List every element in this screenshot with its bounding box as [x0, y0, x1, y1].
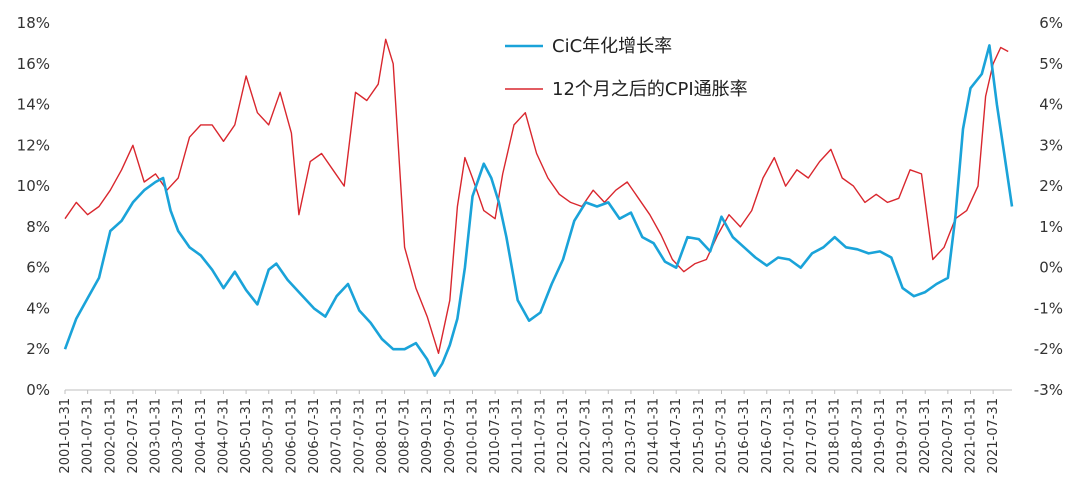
- x-tick-label: 2003-07-31: [171, 398, 186, 474]
- x-tick-label: 2002-07-31: [126, 398, 141, 474]
- x-tick-label: 2015-07-31: [714, 398, 729, 474]
- right-tick-label: 5%: [1039, 55, 1063, 73]
- x-axis-ticks: 2001-01-31 2001-07-31 2002-01-31 2002-07-31…: [58, 390, 1001, 474]
- legend-label-cpi: 12个月之后的CPI通胀率: [552, 79, 748, 100]
- x-tick-label: 2015-01-31: [692, 398, 707, 474]
- x-tick-label: 2017-01-31: [782, 398, 797, 474]
- x-tick-label: 2016-07-31: [760, 398, 775, 474]
- x-tick-label: 2011-01-31: [511, 398, 526, 474]
- right-tick-label: 6%: [1039, 14, 1063, 32]
- x-tick-label: 2018-01-31: [828, 398, 843, 474]
- left-tick-label: 8%: [26, 218, 50, 236]
- right-tick-label: -2%: [1034, 340, 1063, 358]
- x-tick-label: 2014-01-31: [647, 398, 662, 474]
- x-tick-label: 2004-07-31: [216, 398, 231, 474]
- right-tick-label: 2%: [1039, 177, 1063, 195]
- x-tick-label: 2019-07-31: [896, 398, 911, 474]
- x-tick-label: 2013-01-31: [601, 398, 616, 474]
- left-tick-label: 6%: [26, 259, 50, 277]
- x-tick-label: 2006-07-31: [307, 398, 322, 474]
- right-tick-label: 4%: [1039, 96, 1063, 114]
- right-tick-label: 0%: [1039, 259, 1063, 277]
- x-tick-label: 2018-07-31: [850, 398, 865, 474]
- x-tick-label: 2016-01-31: [737, 398, 752, 474]
- x-tick-label: 2001-07-31: [81, 398, 96, 474]
- x-tick-label: 2009-07-31: [443, 398, 458, 474]
- left-tick-label: 10%: [17, 177, 50, 195]
- x-tick-label: 2010-07-31: [488, 398, 503, 474]
- x-tick-label: 2003-01-31: [149, 398, 164, 474]
- left-tick-label: 14%: [17, 96, 50, 114]
- left-tick-label: 16%: [17, 55, 50, 73]
- x-tick-label: 2014-07-31: [669, 398, 684, 474]
- x-tick-label: 2011-07-31: [533, 398, 548, 474]
- x-tick-label: 2021-07-31: [986, 398, 1001, 474]
- x-tick-label: 2007-01-31: [330, 398, 345, 474]
- left-tick-label: 4%: [26, 299, 50, 317]
- legend: CiC年化增长率 12个月之后的CPI通胀率: [505, 36, 748, 100]
- x-tick-label: 2013-07-31: [624, 398, 639, 474]
- left-tick-label: 0%: [26, 381, 50, 399]
- legend-label-cic: CiC年化增长率: [552, 36, 672, 57]
- left-tick-label: 2%: [26, 340, 50, 358]
- x-tick-label: 2009-01-31: [420, 398, 435, 474]
- right-axis-ticks: -3% -2% -1% 0% 1% 2% 3% 4% 5% 6%: [1034, 14, 1063, 399]
- right-tick-label: -3%: [1034, 381, 1063, 399]
- x-tick-label: 2020-07-31: [941, 398, 956, 474]
- x-tick-label: 2008-01-31: [375, 398, 390, 474]
- left-axis-ticks: 0% 2% 4% 6% 8% 10% 12% 14% 16% 18%: [17, 14, 50, 399]
- series-layer: [63, 38, 1014, 378]
- right-tick-label: 1%: [1039, 218, 1063, 236]
- x-tick-label: 2021-01-31: [963, 398, 978, 474]
- x-tick-label: 2004-01-31: [194, 398, 209, 474]
- series-line-cic: [63, 44, 1014, 378]
- x-tick-label: 2005-07-31: [262, 398, 277, 474]
- x-tick-label: 2020-01-31: [918, 398, 933, 474]
- left-tick-label: 18%: [17, 14, 50, 32]
- right-tick-label: 3%: [1039, 136, 1063, 154]
- x-tick-label: 2001-01-31: [58, 398, 73, 474]
- left-tick-label: 12%: [17, 136, 50, 154]
- x-tick-label: 2019-01-31: [873, 398, 888, 474]
- x-tick-label: 2017-07-31: [805, 398, 820, 474]
- x-tick-label: 2008-07-31: [398, 398, 413, 474]
- x-tick-label: 2006-01-31: [284, 398, 299, 474]
- x-tick-label: 2005-01-31: [239, 398, 254, 474]
- series-line-cpi: [64, 38, 1009, 354]
- x-tick-label: 2012-01-31: [556, 398, 571, 474]
- right-tick-label: -1%: [1034, 299, 1063, 317]
- x-tick-label: 2007-07-31: [352, 398, 367, 474]
- x-tick-label: 2010-01-31: [465, 398, 480, 474]
- x-tick-label: 2002-01-31: [103, 398, 118, 474]
- x-tick-label: 2012-07-31: [579, 398, 594, 474]
